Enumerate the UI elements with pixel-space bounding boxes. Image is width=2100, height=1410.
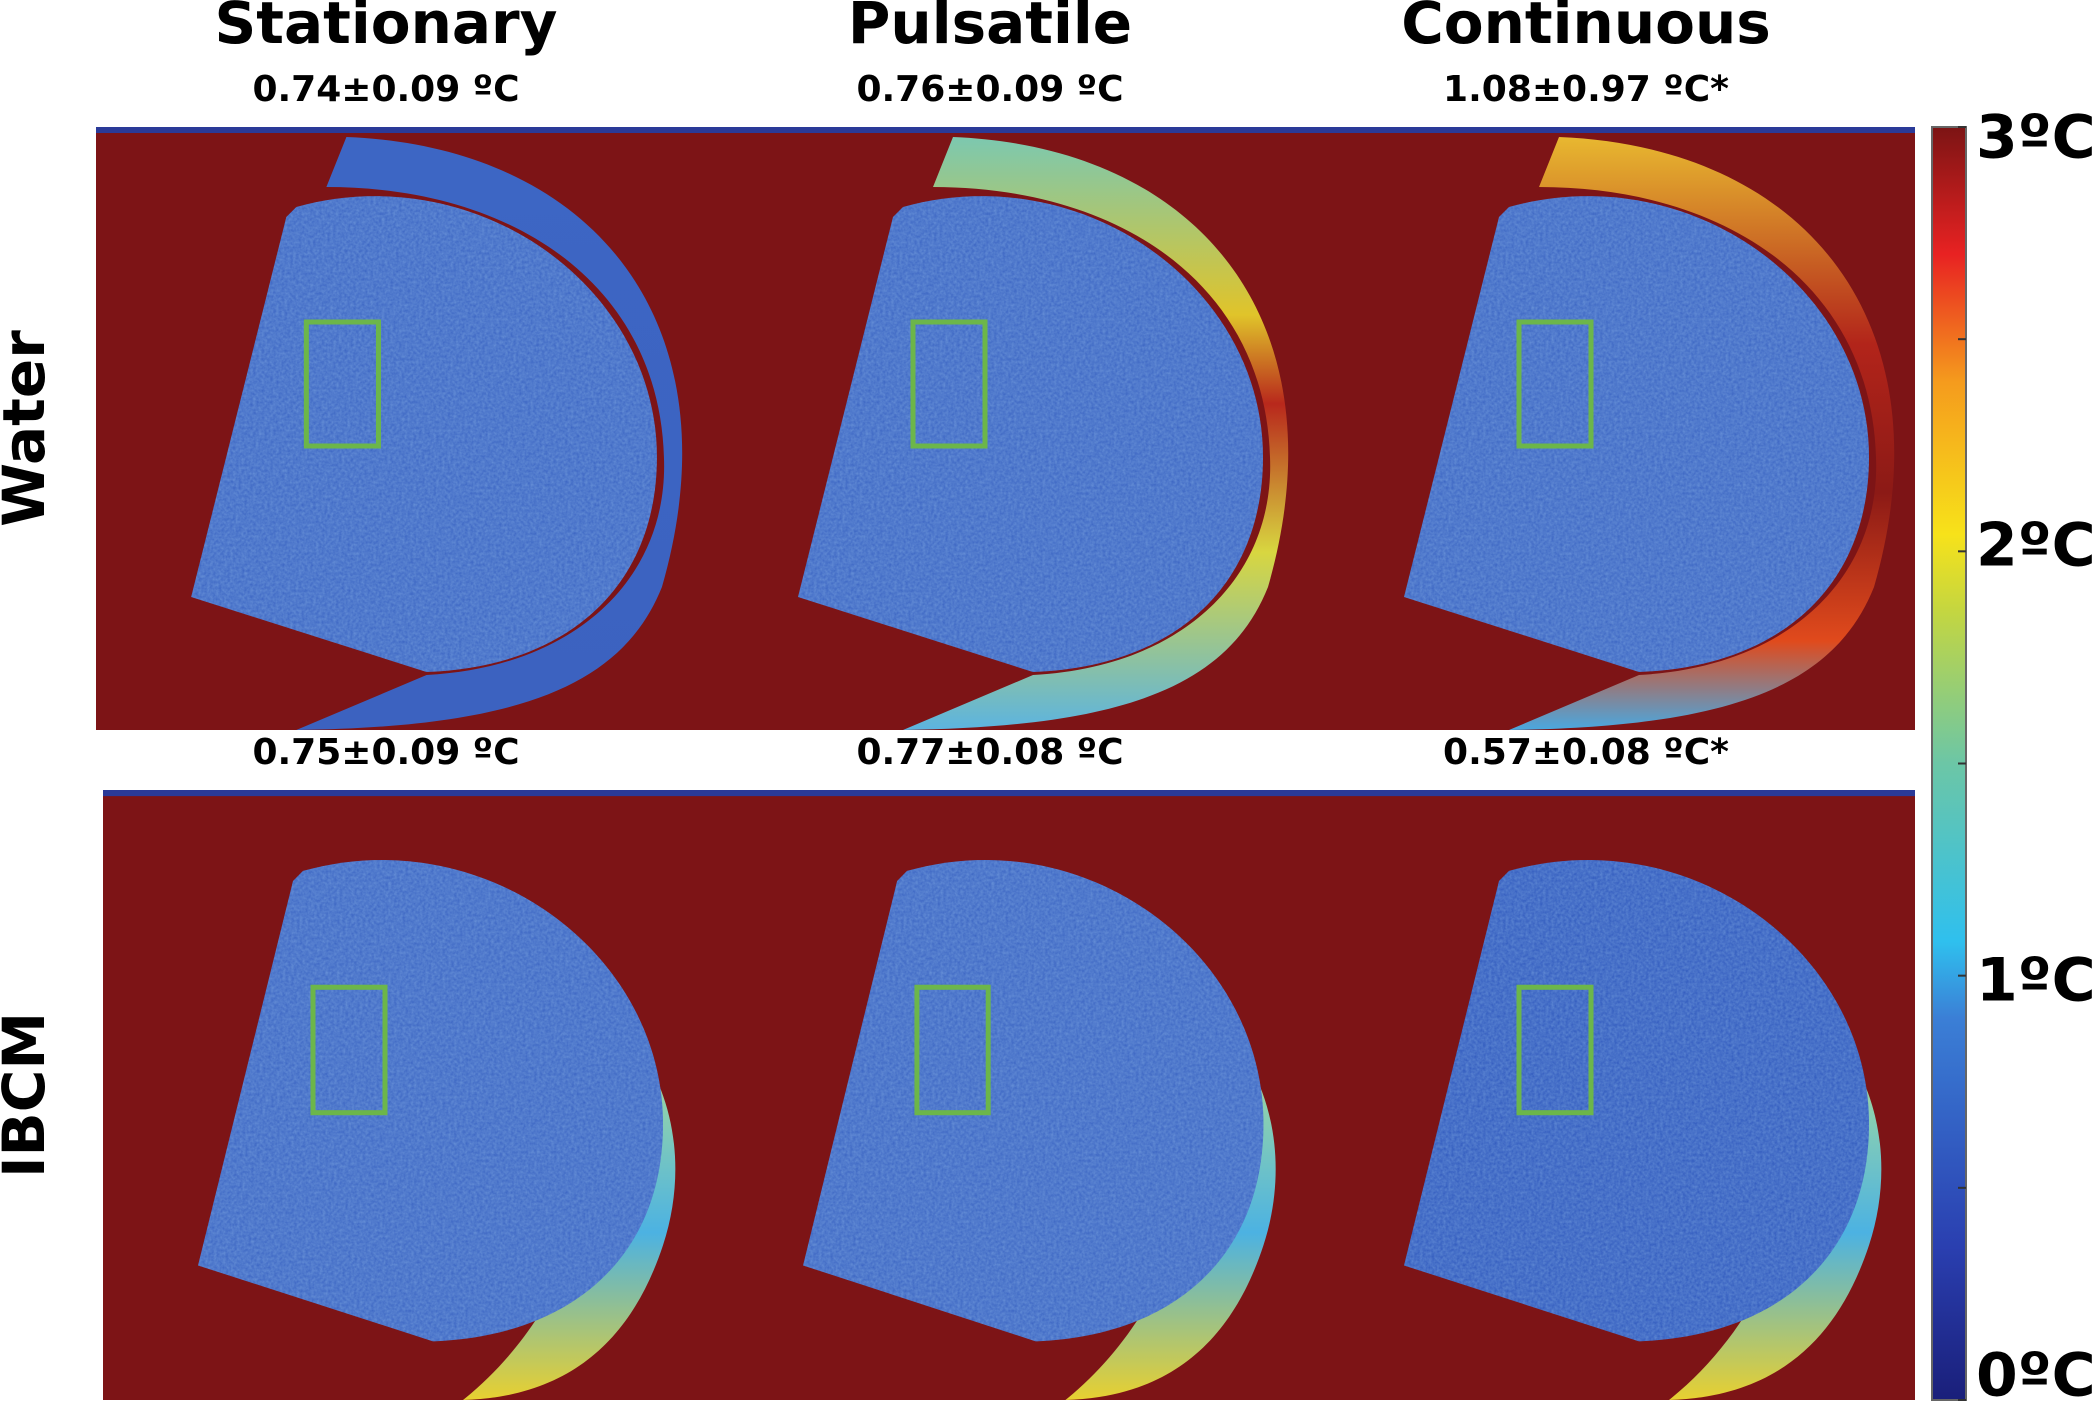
panel-stat: 0.77±0.08 ºC (856, 732, 1123, 773)
edge-artifact (96, 127, 703, 133)
row-label: IBCM (0, 1012, 58, 1178)
panel-stat: 0.75±0.09 ºC (252, 732, 519, 773)
edge-artifact (103, 790, 709, 797)
edge-artifact (1309, 127, 1915, 133)
panel-stat: 1.08±0.97 ºC* (1443, 69, 1729, 110)
colorbar-label: 1ºC (1976, 946, 2096, 1016)
roi-box (303, 319, 381, 449)
phantom-texture (191, 196, 657, 672)
roi-box (910, 319, 988, 449)
temperature-map (703, 127, 1309, 730)
column-header: Stationary (215, 0, 558, 57)
edge-artifact (1309, 790, 1915, 797)
colorbar-label: 3ºC (1976, 103, 2096, 173)
phantom-texture (198, 859, 663, 1342)
column-header: Continuous (1401, 0, 1771, 57)
temperature-map (96, 127, 703, 730)
roi-box (914, 984, 991, 1116)
temperature-map (1309, 127, 1915, 730)
temperature-map (1309, 790, 1915, 1400)
colorbar-label: 2ºC (1976, 511, 2096, 581)
phantom-texture (1404, 859, 1869, 1342)
phantom-texture (798, 196, 1263, 672)
roi-box (310, 984, 388, 1116)
panel-stat: 0.57±0.08 ºC* (1443, 732, 1729, 773)
phantom-texture (803, 859, 1264, 1342)
phantom-texture (1404, 196, 1869, 672)
roi-box (1516, 984, 1594, 1116)
temperature-map (103, 790, 709, 1400)
edge-artifact (703, 127, 1309, 133)
roi-box (1516, 319, 1594, 449)
colorbar-label: 0ºC (1976, 1341, 2096, 1410)
panel-stat: 0.74±0.09 ºC (252, 69, 519, 110)
panel-stat: 0.76±0.09 ºC (856, 69, 1123, 110)
temperature-map (709, 790, 1309, 1400)
row-label: Water (0, 330, 58, 527)
column-header: Pulsatile (848, 0, 1132, 57)
edge-artifact (709, 790, 1309, 797)
